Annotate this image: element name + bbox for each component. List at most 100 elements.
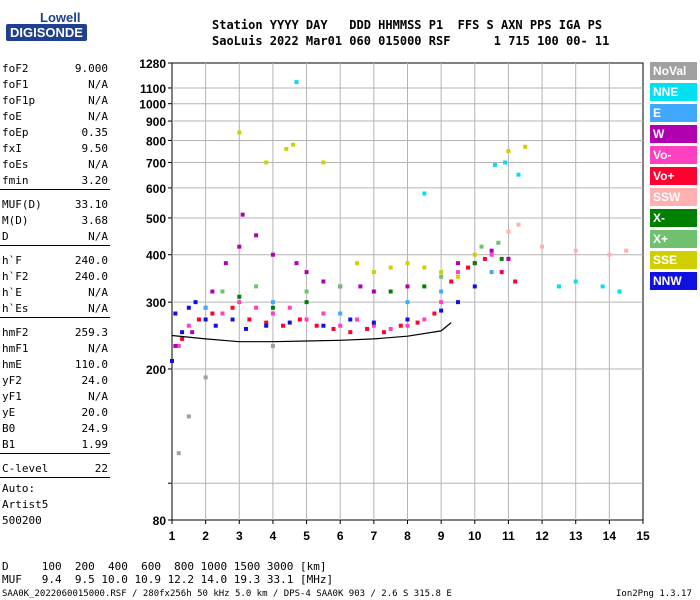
point-vo [176, 343, 181, 348]
param-value: 3.20 [81, 174, 109, 187]
point-vo [489, 252, 494, 257]
param-value: 110.0 [74, 358, 108, 371]
point-sse [405, 261, 410, 266]
param-label: fmin [2, 174, 29, 187]
point-nnw [321, 323, 326, 328]
point-ssw [516, 222, 521, 227]
point-e [270, 300, 275, 305]
param-value: 9.000 [74, 62, 108, 75]
x-tick-label: 8 [404, 529, 411, 543]
point-x [237, 294, 242, 299]
point-w [371, 289, 376, 294]
y-tick-label: 80 [153, 514, 167, 528]
point-noval [203, 375, 208, 380]
point-ssw [624, 248, 629, 253]
point-sse [439, 270, 444, 275]
point-nnw [173, 311, 178, 316]
point-nne [516, 172, 521, 177]
param-label: hmE [2, 358, 22, 371]
x-tick-label: 7 [371, 529, 378, 543]
point-w [270, 252, 275, 257]
point-vo [321, 311, 326, 316]
param-foe: foE N/A [2, 110, 108, 126]
legend-x: X- [650, 209, 697, 227]
param-value: 22 [94, 462, 108, 475]
param-fof1: foF1 N/A [2, 78, 108, 94]
point-vo [237, 300, 242, 305]
profile-line [171, 322, 452, 343]
point-vo [196, 317, 201, 322]
param-yf1: yF1 N/A [2, 390, 108, 406]
point-sse [284, 146, 289, 151]
param-fof2: foF2 9.000 [2, 62, 108, 78]
point-x [270, 305, 275, 310]
point-nne [294, 80, 299, 85]
point-x [472, 261, 477, 266]
point-vo [455, 270, 460, 275]
point-vo [186, 323, 191, 328]
point-vo [398, 323, 403, 328]
param-yf2: yF2 24.0 [2, 374, 108, 390]
point-vo [338, 323, 343, 328]
point-vo [180, 336, 185, 341]
param-clevel: C-level 22 [2, 462, 108, 478]
point-nne [556, 284, 561, 289]
point-w [455, 261, 460, 266]
param-value: N/A [88, 286, 108, 299]
point-nnw [472, 284, 477, 289]
legend-e: E [650, 104, 697, 122]
y-tick-label: 800 [146, 134, 166, 148]
point-w [210, 289, 215, 294]
point-x [479, 244, 484, 249]
point-vo [287, 305, 292, 310]
point-w [237, 244, 242, 249]
point-e [439, 289, 444, 294]
legend-ssw: SSW [650, 188, 697, 206]
param-label: C-level [2, 462, 49, 475]
point-w [304, 270, 309, 275]
footer-distance-row: D 100 200 400 600 800 1000 1500 3000 [km… [2, 560, 327, 573]
panel-divider [0, 245, 110, 246]
footer-file-info: SAA0K_2022060015000.RSF / 280fx256h 50 k… [2, 589, 452, 599]
point-e [338, 311, 343, 316]
point-vo [466, 265, 471, 270]
x-tick-label: 6 [337, 529, 344, 543]
point-e [203, 305, 208, 310]
point-sse [506, 149, 511, 154]
point-x [220, 289, 225, 294]
point-w [405, 284, 410, 289]
param-hme: hmE 110.0 [2, 358, 108, 374]
param-value: N/A [88, 302, 108, 315]
param-value: N/A [88, 94, 108, 107]
panel-divider [0, 189, 110, 190]
point-vo [513, 279, 518, 284]
point-w [254, 233, 259, 238]
point-x [439, 274, 444, 279]
point-x [254, 284, 259, 289]
point-nnw [371, 320, 376, 325]
x-tick-label: 1 [169, 529, 176, 543]
point-nne [422, 191, 427, 196]
param-label: foEp [2, 126, 29, 139]
point-sse [355, 261, 360, 266]
point-w [506, 256, 511, 261]
point-sse [422, 265, 427, 270]
param-label: h`F [2, 254, 22, 267]
y-tick-label: 200 [146, 363, 166, 377]
point-vo [230, 305, 235, 310]
point-vo [270, 311, 275, 316]
param-b1: B1 1.99 [2, 438, 108, 454]
point-w [338, 284, 343, 289]
param-value: 259.3 [74, 326, 108, 339]
panel-divider [0, 477, 110, 478]
param-hmf2: hmF2 259.3 [2, 326, 108, 342]
param-label: foE [2, 110, 22, 123]
point-vo [432, 311, 437, 316]
point-x [496, 240, 501, 245]
param-b0: B0 24.9 [2, 422, 108, 438]
point-nne [600, 284, 605, 289]
param-fof1p: foF1p N/A [2, 94, 108, 110]
point-nne [503, 160, 508, 165]
param-value: 24.0 [81, 374, 109, 387]
point-ssw [540, 244, 545, 249]
